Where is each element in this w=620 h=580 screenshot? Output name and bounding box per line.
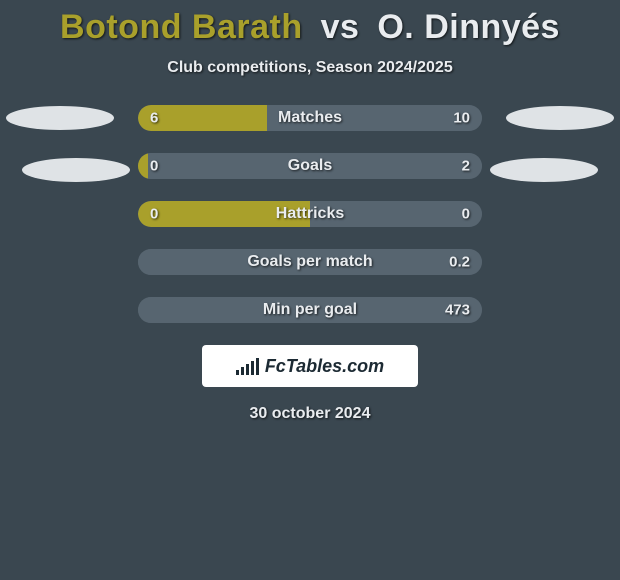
player1-marker-ellipse [6, 106, 114, 130]
stat-bar: Goals per match0.2 [138, 249, 482, 275]
title-player1: Botond Barath [60, 8, 303, 46]
player2-marker-ellipse [506, 106, 614, 130]
stat-bar-left-fill [138, 153, 148, 179]
player2-marker-ellipse [490, 158, 598, 182]
fctables-logo: FcTables.com [202, 345, 418, 387]
stat-row: Min per goal473 [0, 297, 620, 323]
logo-bar-icon [241, 367, 244, 375]
player1-marker-ellipse [22, 158, 130, 182]
logo-bar-icon [236, 370, 239, 375]
stat-bar-right-fill [138, 249, 482, 275]
stat-bar-left-fill [138, 105, 267, 131]
subtitle: Club competitions, Season 2024/2025 [0, 59, 620, 77]
stat-row: Matches610 [0, 105, 620, 131]
stat-row: Hattricks00 [0, 201, 620, 227]
stat-bar: Min per goal473 [138, 297, 482, 323]
stat-bar-right-fill [310, 201, 482, 227]
logo-text: FcTables.com [265, 356, 384, 377]
stat-bar: Hattricks00 [138, 201, 482, 227]
page-title: Botond Barath vs O. Dinnyés [0, 8, 620, 47]
logo-bar-icon [256, 358, 259, 375]
stats-chart: Matches610 Goals02 Hattricks00 Goals per ma… [0, 105, 620, 323]
title-player2: O. Dinnyés [377, 8, 560, 46]
stat-row: Goals02 [0, 153, 620, 179]
stat-bar: Matches610 [138, 105, 482, 131]
footer-date: 30 october 2024 [0, 405, 620, 423]
stat-bar-right-fill [267, 105, 482, 131]
stat-bar-left-fill [138, 201, 310, 227]
logo-bar-icon [246, 364, 249, 375]
stat-row: Goals per match0.2 [0, 249, 620, 275]
stat-bar-right-fill [148, 153, 482, 179]
stat-bar: Goals02 [138, 153, 482, 179]
stat-bar-right-fill [138, 297, 482, 323]
logo-bars-icon [236, 357, 259, 375]
title-vs: vs [321, 8, 360, 46]
logo-bar-icon [251, 361, 254, 375]
comparison-infographic: Botond Barath vs O. Dinnyés Club competi… [0, 0, 620, 580]
